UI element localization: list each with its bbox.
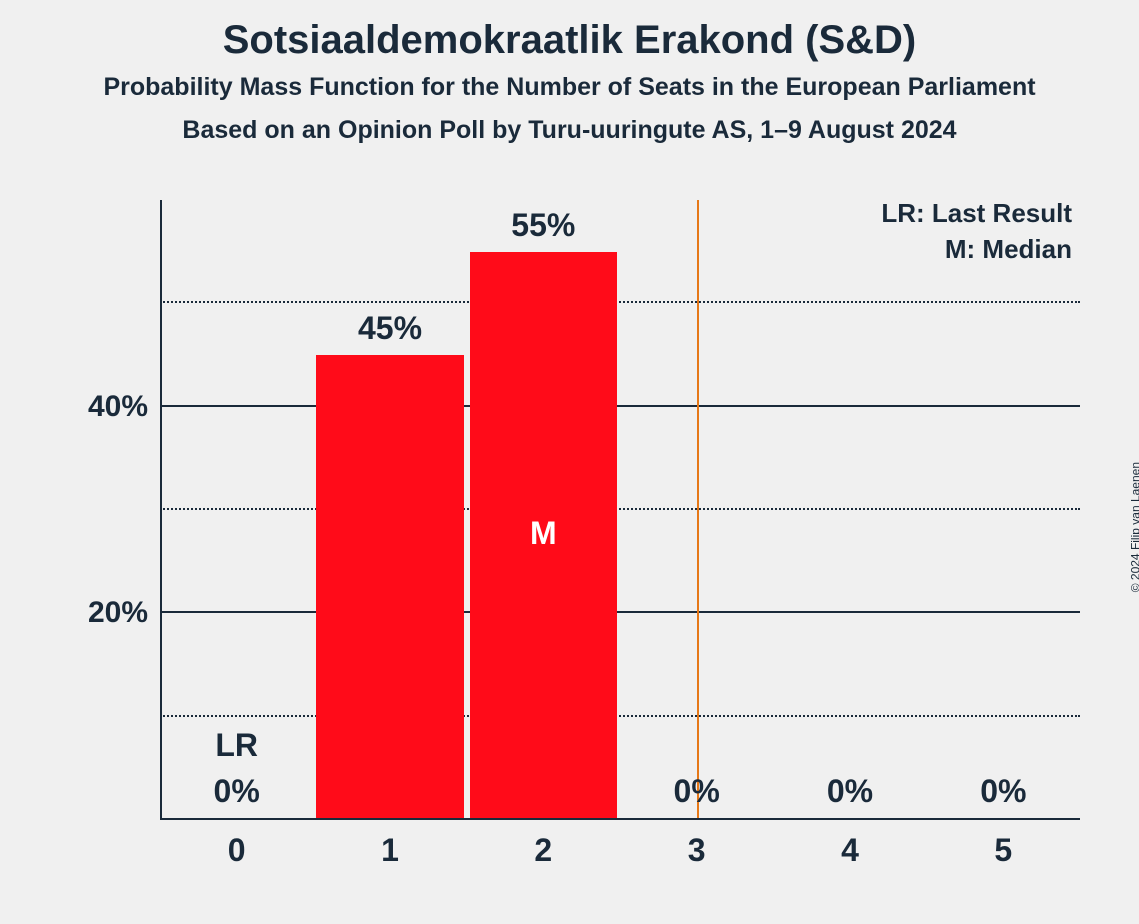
bar: [316, 355, 463, 820]
x-tick-label: 3: [688, 832, 706, 869]
bar-value-label: 0%: [927, 773, 1080, 810]
copyright-text: © 2024 Filip van Laenen: [1128, 462, 1139, 592]
grid-minor: [160, 301, 1080, 303]
x-tick-label: 5: [994, 832, 1012, 869]
lr-marker: LR: [160, 727, 313, 764]
chart-subtitle: Probability Mass Function for the Number…: [0, 73, 1139, 102]
x-tick-label: 2: [534, 832, 552, 869]
bar-value-label: 0%: [773, 773, 926, 810]
x-tick-label: 0: [228, 832, 246, 869]
plot-area: 20%40%0%LR045%155%M20%30%40%5LR: Last Re…: [160, 200, 1080, 820]
legend-median: M: Median: [945, 234, 1072, 265]
lr-line: [697, 200, 699, 820]
grid-major: [160, 611, 1080, 613]
median-marker: M: [467, 515, 620, 552]
x-tick-label: 4: [841, 832, 859, 869]
y-tick-label: 40%: [88, 390, 148, 424]
chart-container: Sotsiaaldemokraatlik Erakond (S&D) Proba…: [0, 0, 1139, 924]
bar-value-label: 45%: [313, 310, 466, 347]
grid-major: [160, 405, 1080, 407]
x-axis: [160, 818, 1080, 820]
grid-minor: [160, 508, 1080, 510]
y-tick-label: 20%: [88, 596, 148, 630]
chart-subtitle2: Based on an Opinion Poll by Turu-uuringu…: [0, 116, 1139, 145]
grid-minor: [160, 715, 1080, 717]
bar-value-label: 0%: [620, 773, 773, 810]
x-tick-label: 1: [381, 832, 399, 869]
legend-lr: LR: Last Result: [881, 198, 1072, 229]
bar-value-label: 55%: [467, 207, 620, 244]
bar-value-label: 0%: [160, 773, 313, 810]
y-axis: [160, 200, 162, 820]
chart-title: Sotsiaaldemokraatlik Erakond (S&D): [0, 0, 1139, 63]
